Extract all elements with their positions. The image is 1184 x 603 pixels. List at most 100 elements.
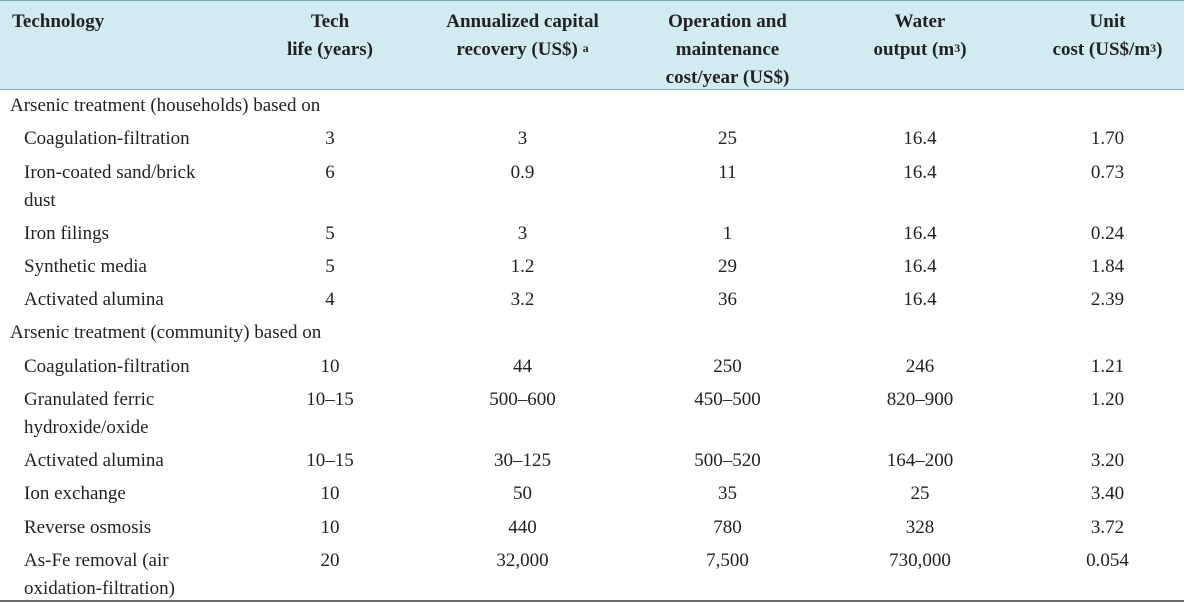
header-tech-life-line1: Tech — [310, 11, 350, 32]
group-label-households: Arsenic treatment (households) based on — [10, 95, 321, 116]
cell-capital: 440 — [508, 517, 537, 538]
header-unit-text: cost (US$/m — [1052, 39, 1151, 60]
cell-om: 36 — [718, 289, 737, 310]
table-row-name: Activated alumina — [24, 450, 164, 471]
row-name-line1: Iron-coated sand/brick — [24, 162, 196, 183]
header-water-line1: Water — [894, 11, 946, 32]
header-tech-life-line2: life (years) — [287, 39, 373, 60]
cell-life: 10 — [320, 517, 340, 538]
header-water-end: ) — [960, 39, 967, 60]
cell-capital: 50 — [513, 483, 532, 504]
table-row-name: Activated alumina — [24, 289, 164, 310]
cell-water: 16.4 — [903, 223, 937, 244]
header-unit-end: ) — [1156, 39, 1163, 60]
cell-capital: 3 — [517, 128, 528, 149]
header-om: Operation and maintenance cost/year (US$… — [635, 8, 820, 92]
cell-om: 250 — [713, 356, 742, 377]
header-om-line1: Operation and — [668, 11, 787, 32]
cell-water: 164–200 — [886, 450, 954, 471]
cell-unit: 0.73 — [1090, 162, 1125, 183]
cell-life: 20 — [320, 550, 340, 571]
cell-unit: 1.20 — [1090, 389, 1125, 410]
cell-om: 500–520 — [694, 450, 761, 471]
row-name-line1: Granulated ferric — [24, 389, 155, 410]
group-label-community: Arsenic treatment (community) based on — [10, 322, 322, 343]
table-row-name: As-Fe removal (air oxidation-filtration) — [24, 547, 254, 603]
row-name-line1: As-Fe removal (air — [24, 550, 169, 571]
cell-water: 246 — [905, 356, 935, 377]
cell-unit: 1.21 — [1090, 356, 1125, 377]
row-name-line2: dust — [24, 190, 56, 211]
cell-water: 820–900 — [886, 389, 954, 410]
cell-life: 5 — [325, 223, 335, 244]
cell-life: 10–15 — [306, 389, 354, 410]
cell-unit: 0.24 — [1090, 223, 1125, 244]
cell-om: 450–500 — [694, 389, 761, 410]
cell-life: 10 — [320, 356, 340, 377]
header-water-line2: output (m3) — [850, 36, 990, 64]
table-row-name: Iron-coated sand/brick dust — [24, 159, 254, 215]
cell-life: 6 — [325, 162, 335, 183]
cell-om: 1 — [722, 223, 733, 244]
cell-water: 16.4 — [903, 289, 937, 310]
cell-unit: 2.39 — [1090, 289, 1125, 310]
cell-capital: 3 — [517, 223, 528, 244]
table-header: Technology Tech life (years) Annualized … — [0, 0, 1184, 90]
table-row-name: Granulated ferric hydroxide/oxide — [24, 386, 254, 442]
cell-capital: 0.9 — [510, 162, 535, 183]
cell-water: 16.4 — [903, 256, 937, 277]
cell-life: 10–15 — [306, 450, 354, 471]
header-capital: Annualized capital recovery (US$) a — [420, 8, 625, 64]
header-unit-cost: Unit cost (US$/m3) — [1035, 8, 1180, 64]
cell-om: 780 — [713, 517, 742, 538]
table-row-name: Reverse osmosis — [24, 517, 152, 538]
header-water-sup: 3 — [954, 41, 961, 55]
header-water-text: output (m — [873, 39, 955, 60]
cell-om: 11 — [718, 162, 737, 183]
header-technology: Technology — [12, 11, 105, 32]
header-om-line3: cost/year (US$) — [665, 67, 790, 88]
cell-om: 35 — [718, 483, 737, 504]
cell-om: 7,500 — [706, 550, 749, 571]
bottom-rule — [0, 600, 1184, 602]
table-row-name: Coagulation-filtration — [24, 128, 190, 149]
header-om-line2: maintenance — [675, 39, 780, 60]
table-row-name: Synthetic media — [24, 256, 147, 277]
cell-water: 16.4 — [903, 128, 937, 149]
cell-life: 10 — [320, 483, 340, 504]
cell-life: 3 — [325, 128, 335, 149]
cell-life: 4 — [325, 289, 335, 310]
cell-unit: 1.84 — [1090, 256, 1125, 277]
cell-water: 730,000 — [889, 550, 951, 571]
table-row-name: Iron filings — [24, 223, 109, 244]
header-capital-line1: Annualized capital — [446, 11, 599, 32]
cell-om: 29 — [718, 256, 737, 277]
cell-capital: 30–125 — [494, 450, 551, 471]
header-unit-sup: 3 — [1150, 41, 1157, 55]
row-name-line2: oxidation-filtration) — [24, 578, 175, 599]
cell-life: 5 — [325, 256, 335, 277]
header-unit-line2: cost (US$/m3) — [1035, 36, 1180, 64]
header-tech-life: Tech life (years) — [270, 8, 390, 64]
cell-water: 328 — [905, 517, 935, 538]
footnote-marker: a — [582, 41, 589, 55]
row-name-line2: hydroxide/oxide — [24, 417, 149, 438]
header-unit-line1: Unit — [1089, 11, 1126, 32]
header-capital-line2: recovery (US$) a — [420, 36, 625, 64]
cell-water: 25 — [910, 483, 930, 504]
cell-unit: 3.72 — [1090, 517, 1125, 538]
cell-unit: 0.054 — [1086, 550, 1129, 571]
cell-water: 16.4 — [903, 162, 937, 183]
header-capital-text: recovery (US$) — [456, 39, 578, 60]
cell-unit: 3.40 — [1090, 483, 1125, 504]
cell-unit: 1.70 — [1090, 128, 1125, 149]
table-row-name: Coagulation-filtration — [24, 356, 190, 377]
cell-capital: 44 — [513, 356, 532, 377]
cell-capital: 32,000 — [496, 550, 549, 571]
table-row-name: Ion exchange — [24, 483, 126, 504]
cell-capital: 3.2 — [510, 289, 535, 310]
cell-capital: 500–600 — [489, 389, 556, 410]
cell-om: 25 — [718, 128, 737, 149]
cell-capital: 1.2 — [510, 256, 535, 277]
